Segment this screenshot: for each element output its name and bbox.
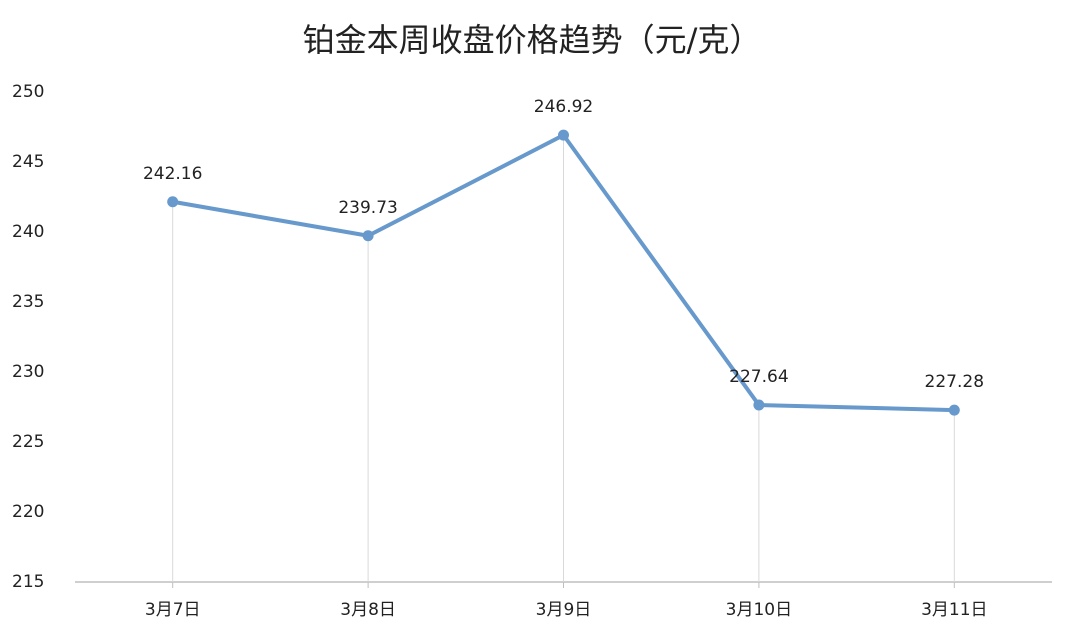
data-point xyxy=(167,196,179,208)
chart-title: 铂金本周收盘价格趋势（元/克） xyxy=(303,21,762,59)
y-tick-label: 240 xyxy=(12,222,44,242)
data-point xyxy=(362,230,374,242)
data-point xyxy=(948,404,960,416)
y-tick-label: 245 xyxy=(12,152,44,172)
data-label: 239.73 xyxy=(338,198,397,218)
y-tick-label: 215 xyxy=(12,572,44,592)
data-point xyxy=(558,129,569,141)
x-tick-label: 3月11日 xyxy=(921,600,987,620)
data-label: 246.92 xyxy=(534,97,593,117)
x-tick-label: 3月10日 xyxy=(726,600,792,620)
data-label: 227.64 xyxy=(729,367,788,387)
y-tick-label: 225 xyxy=(12,432,44,452)
y-tick-label: 250 xyxy=(12,82,44,102)
data-label: 227.28 xyxy=(925,372,984,392)
x-tick-label: 3月9日 xyxy=(536,600,592,620)
x-tick-label: 3月7日 xyxy=(145,600,201,620)
data-point xyxy=(753,399,765,411)
y-tick-label: 220 xyxy=(12,502,44,522)
x-tick-label: 3月8日 xyxy=(340,600,396,620)
y-tick-label: 235 xyxy=(12,292,44,312)
data-label: 242.16 xyxy=(143,164,202,184)
y-tick-label: 230 xyxy=(12,362,44,382)
